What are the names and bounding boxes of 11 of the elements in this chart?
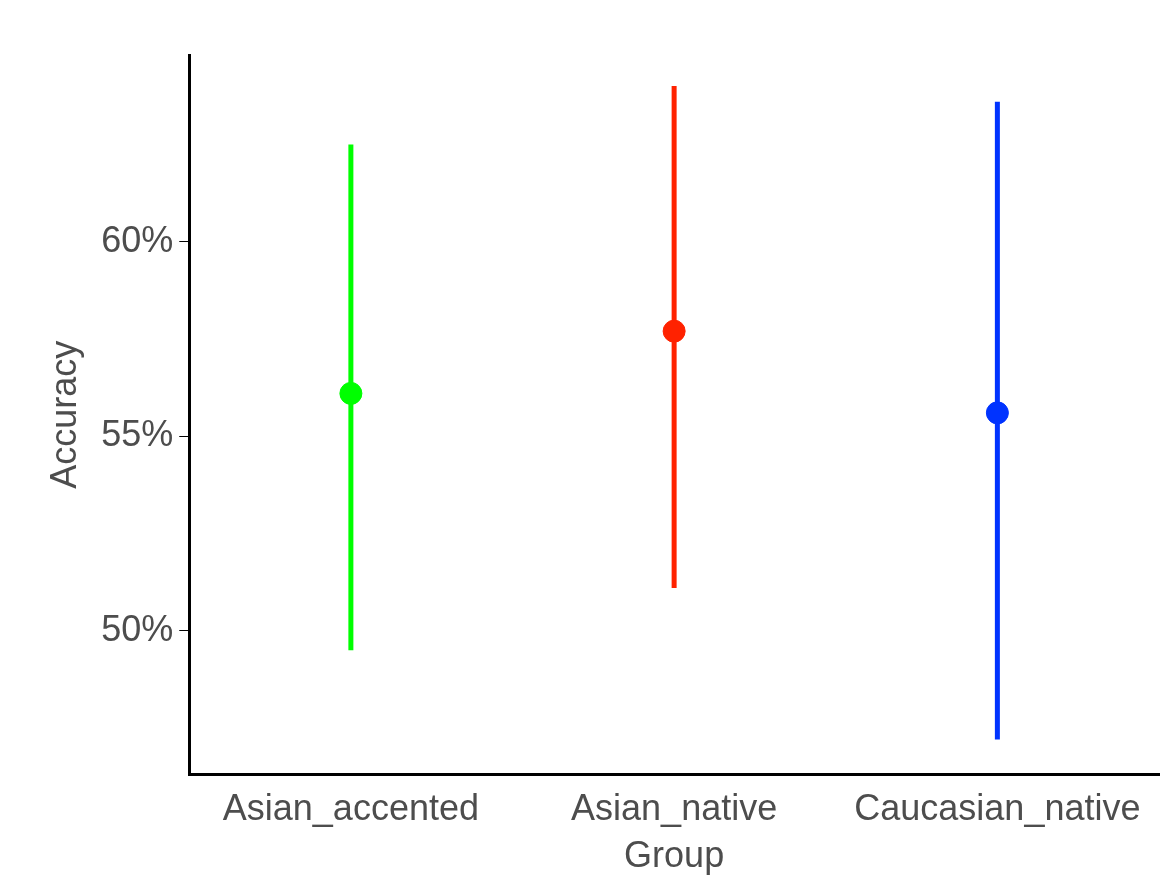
x-axis-title: Group	[624, 834, 725, 876]
y-tick-label: 60%	[101, 218, 174, 260]
y-tick-label: 55%	[101, 413, 174, 455]
y-axis-title: Accuracy	[42, 340, 84, 489]
x-tick-label: Caucasian_native	[854, 787, 1141, 829]
x-tick-label: Asian_accented	[222, 787, 479, 829]
point	[339, 381, 363, 405]
x-tick-label: Asian_native	[571, 787, 778, 829]
point	[662, 319, 686, 343]
point	[985, 401, 1009, 425]
y-tick-label: 50%	[101, 607, 174, 649]
